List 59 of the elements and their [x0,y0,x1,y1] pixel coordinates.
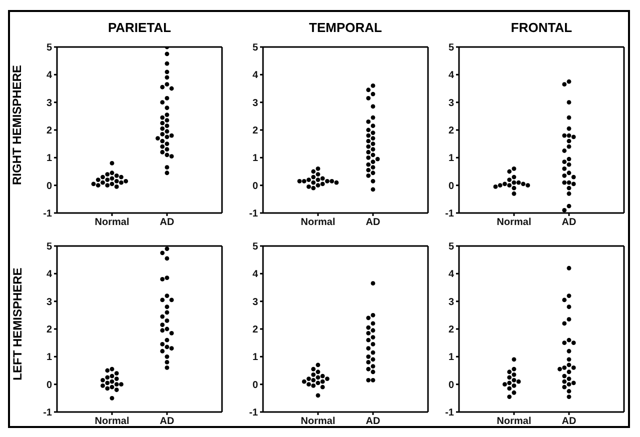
y-tick-label: 2 [46,126,52,137]
x-tick-label: Normal [496,217,532,228]
y-tick-label: 0 [252,380,258,391]
y-tick-label: 4 [46,269,52,280]
y-tick-label: 2 [46,324,52,336]
y-tick-label: 1 [448,153,454,164]
y-axis-title: LEFT HEMISPHERE [10,268,24,380]
y-tick-label: 1 [252,352,258,364]
y-tick-label: 3 [46,98,52,109]
y-tick-label: 0 [46,380,52,391]
x-tick-label: AD [160,416,174,428]
y-tick-label: 0 [252,180,258,192]
chart-title: TEMPORAL [308,20,383,35]
y-tick-label: -1 [43,208,52,220]
y-tick-label: -1 [249,208,258,220]
y-tick-label: 4 [252,70,258,82]
y-tick-label: 1 [448,352,454,364]
y-tick-label: 3 [252,98,258,109]
y-tick-label: -1 [445,208,454,220]
y-tick-label: -1 [249,408,258,419]
y-tick-label: 3 [46,296,52,308]
y-tick-label: 5 [46,42,52,54]
y-tick-label: 0 [448,380,454,391]
y-axis-title: RIGHT HEMISPHERE [10,64,24,186]
x-tick-label: Normal [94,217,130,228]
y-tick-label: 1 [46,153,52,164]
y-tick-label: -1 [445,408,454,419]
y-tick-label: 2 [252,126,258,137]
x-tick-label: Normal [94,416,130,428]
x-tick-label: AD [562,416,576,428]
y-tick-label: 4 [46,70,52,82]
y-tick-label: 4 [448,70,454,82]
y-tick-label: 1 [46,352,52,364]
y-tick-label: 2 [252,324,258,336]
chart-title: PARIETAL [106,20,172,35]
y-tick-label: 1 [252,153,258,164]
y-tick-label: 4 [252,269,258,280]
x-tick-label: Normal [300,217,336,228]
y-tick-label: 0 [448,180,454,192]
x-tick-label: Normal [496,416,532,428]
y-tick-label: 2 [448,324,454,336]
y-tick-label: 3 [252,296,258,308]
y-tick-label: 4 [448,269,454,280]
y-tick-label: 5 [252,242,258,253]
x-tick-label: Normal [300,416,336,428]
x-tick-label: AD [562,217,576,228]
y-tick-label: 0 [46,180,52,192]
x-tick-label: AD [366,416,380,428]
x-tick-label: AD [160,217,174,228]
y-tick-label: 5 [448,242,454,253]
y-tick-label: 2 [448,126,454,137]
chart-title: FRONTAL [510,20,574,35]
x-tick-label: AD [366,217,380,228]
y-tick-label: -1 [43,408,52,419]
y-tick-label: 3 [448,98,454,109]
y-tick-label: 5 [46,242,52,253]
y-tick-label: 5 [252,42,258,54]
y-tick-label: 3 [448,296,454,308]
y-tick-label: 5 [448,42,454,54]
